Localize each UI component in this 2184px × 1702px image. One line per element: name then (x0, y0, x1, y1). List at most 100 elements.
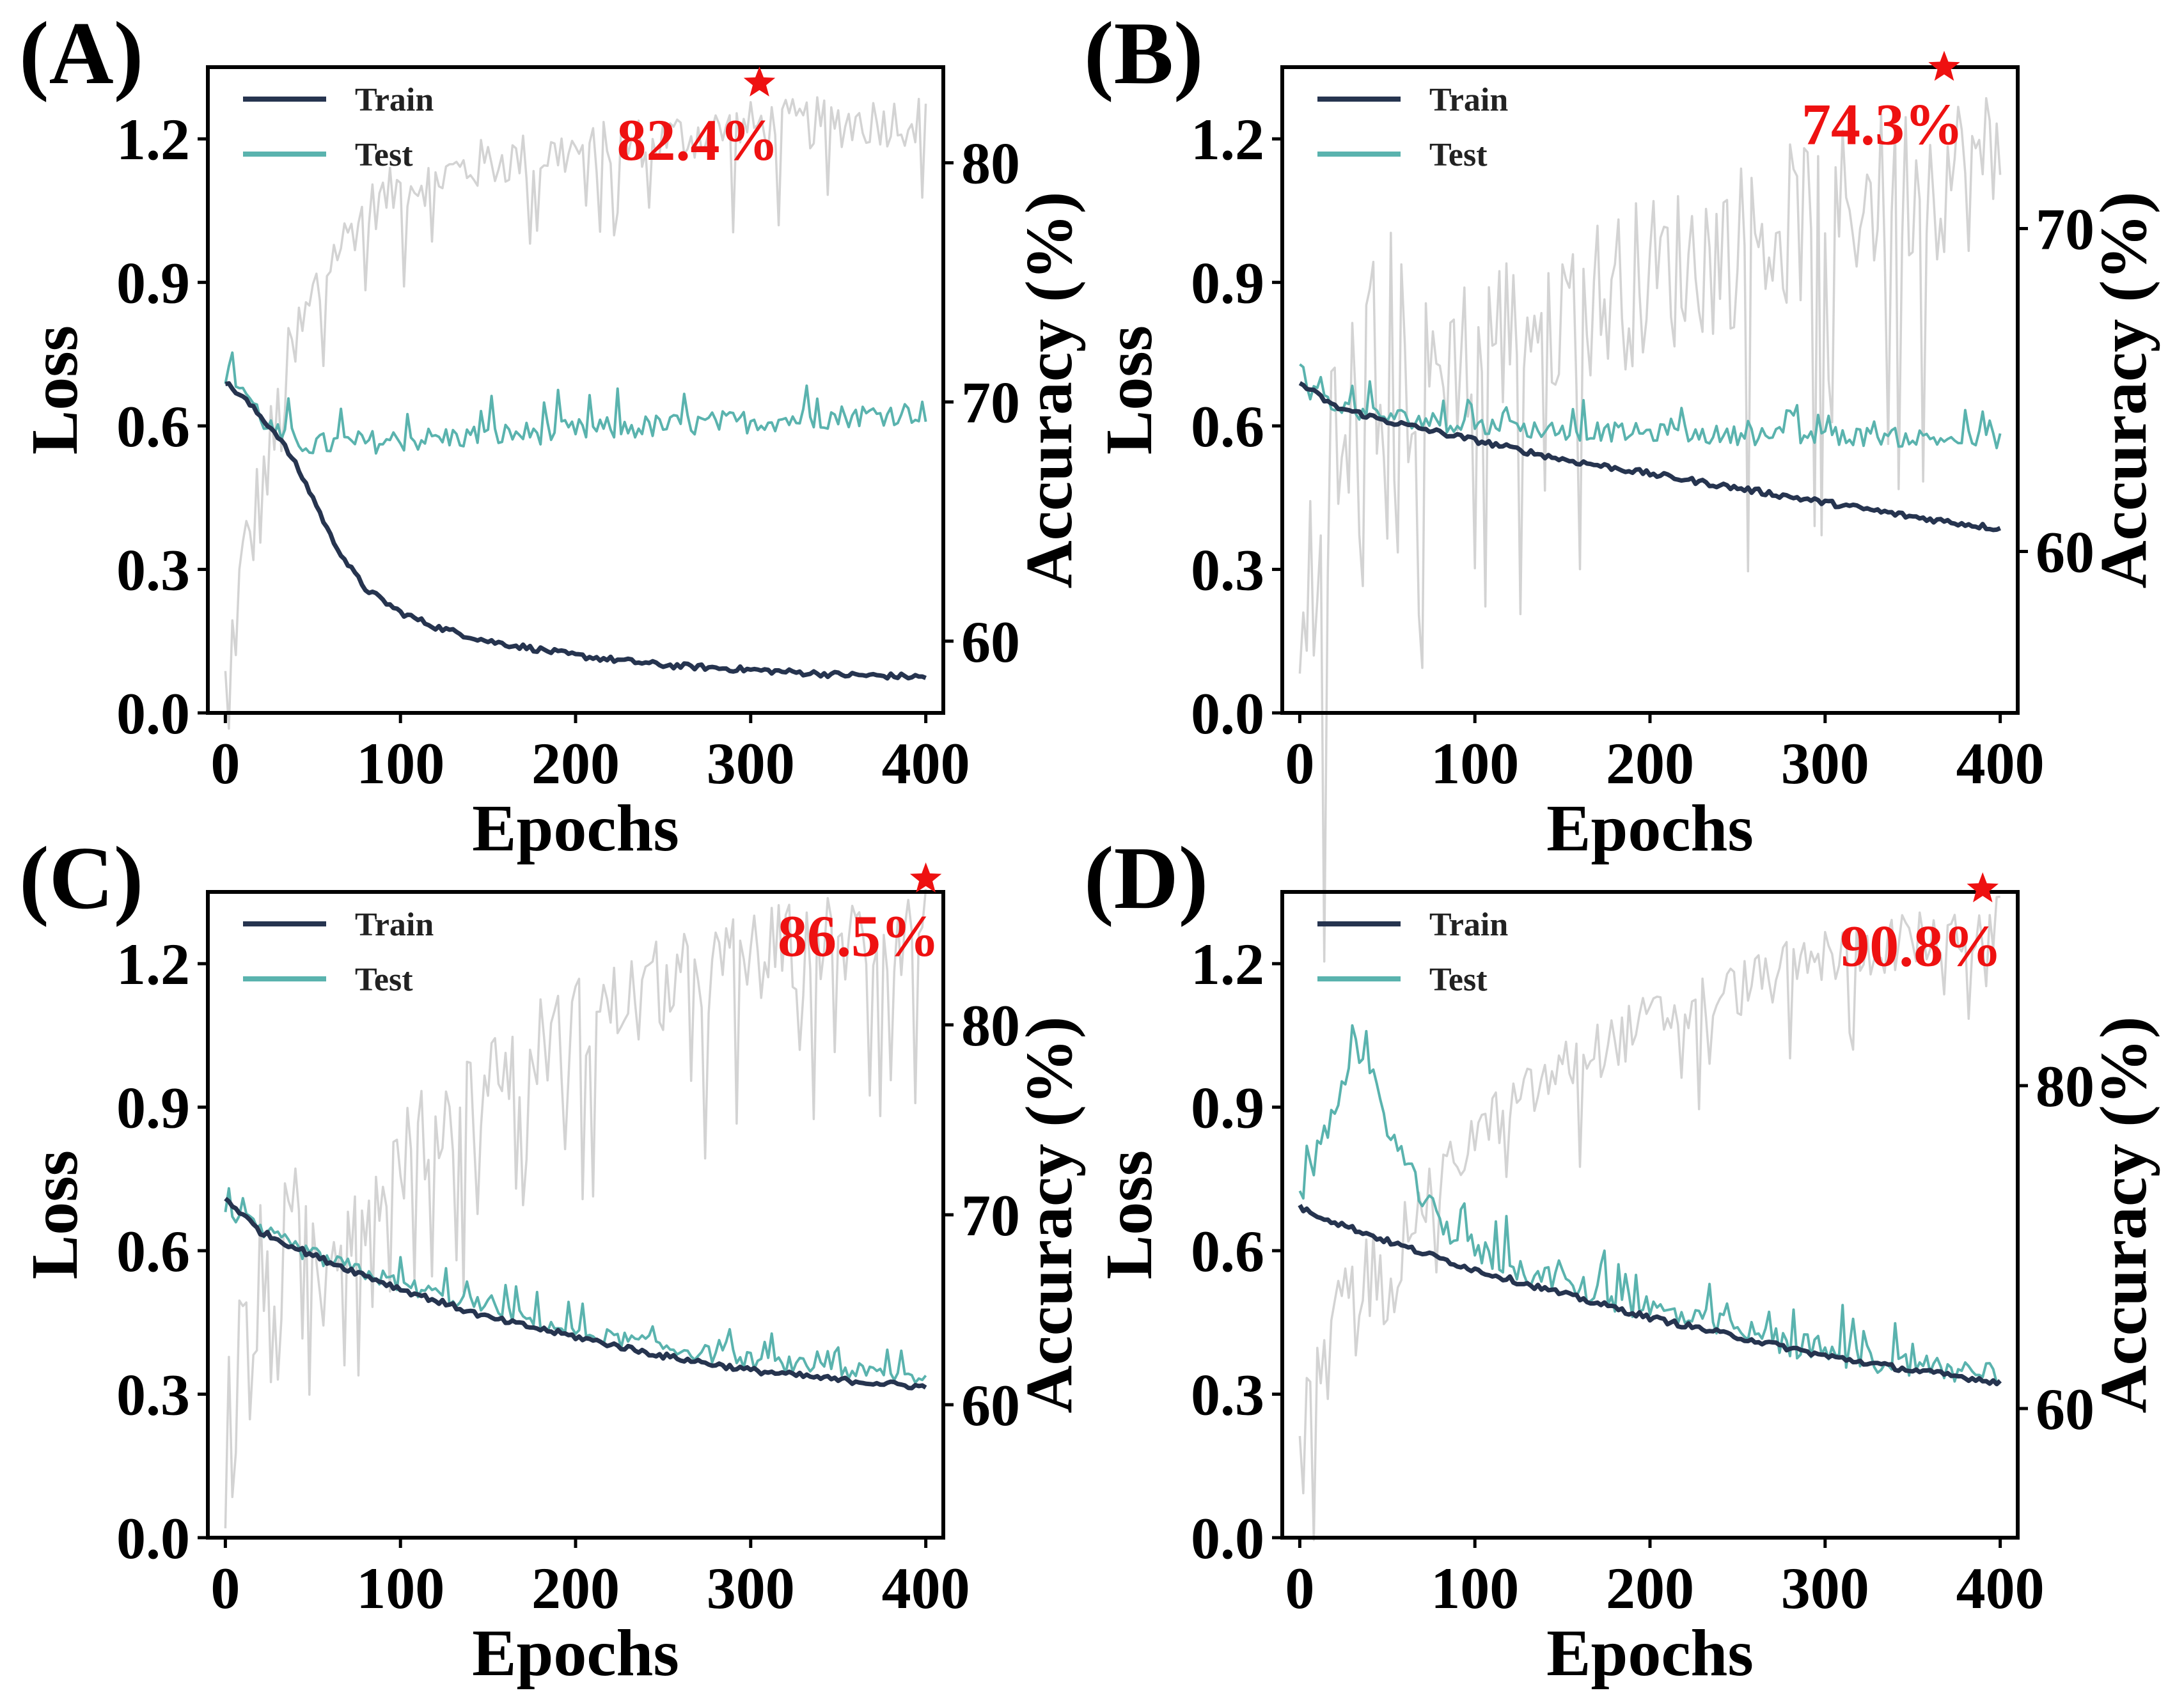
y2-tick-label: 80 (961, 993, 1020, 1058)
series-line-train (224, 1196, 927, 1391)
x-tick-label: 100 (356, 1556, 444, 1621)
panel-label: (B) (1084, 4, 1204, 103)
y-tick-label: 0.9 (1191, 1075, 1264, 1141)
legend-label-test: Test (355, 962, 413, 998)
panel-label: (C) (19, 829, 143, 928)
y2-tick-label: 70 (961, 1183, 1020, 1248)
plot-frame (206, 65, 945, 715)
y-axis-title: Loss (1092, 1150, 1166, 1279)
x-tick-label: 400 (882, 731, 970, 796)
panel-label: (A) (19, 4, 143, 103)
y-tick-label: 0.3 (116, 538, 190, 603)
legend-label-train: Train (1429, 82, 1508, 118)
x-tick-label: 100 (356, 731, 444, 796)
y-tick-label: 1.2 (1191, 932, 1264, 997)
legend-label-test: Test (1429, 137, 1488, 173)
x-tick-label: 100 (1431, 1556, 1519, 1621)
y2-axis-title: Accuracy (%) (1012, 192, 1086, 589)
y-axis-title: Loss (18, 325, 91, 455)
y-tick-label: 0.3 (116, 1362, 190, 1428)
series-line-test (1298, 1024, 2000, 1385)
x-tick-label: 200 (1606, 1556, 1694, 1621)
x-tick-label: 400 (1956, 731, 2045, 796)
y-tick-label: 0.9 (1191, 251, 1264, 316)
chart-panel-c: (C) 0 100 200 300 400 0.0 0.3 0.6 0.9 1.2 60 70 80 Epo… (18, 829, 1086, 1690)
x-axis-title: Epochs (1546, 1616, 1754, 1690)
legend-label-train: Train (355, 82, 434, 118)
plot-frame (1280, 890, 2020, 1540)
x-tick-label: 300 (1781, 731, 1869, 796)
y-tick-label: 0.0 (1191, 681, 1264, 746)
y-tick-label: 0.0 (1191, 1506, 1264, 1571)
y-tick-label: 1.2 (116, 107, 190, 172)
panel-label: (D) (1084, 829, 1208, 928)
best-accuracy-label: 74.3% (1802, 91, 1963, 157)
best-star-icon (909, 862, 942, 893)
x-tick-label: 400 (882, 1556, 970, 1621)
x-tick-label: 200 (531, 731, 620, 796)
series-line-test (1299, 363, 2002, 449)
x-axis-title: Epochs (472, 1616, 679, 1690)
legend-label-train: Train (1429, 907, 1508, 943)
x-axis-title: Epochs (1546, 792, 1754, 865)
x-tick-label: 200 (1606, 731, 1694, 796)
best-star-icon (1967, 872, 1999, 903)
x-tick-label: 300 (707, 731, 795, 796)
y2-axis-title: Accuracy (%) (1012, 1017, 1086, 1414)
y-tick-label: 0.9 (116, 251, 190, 316)
y-tick-label: 0.6 (116, 394, 190, 459)
series-line-test-accuracy (1298, 97, 2002, 963)
x-tick-label: 0 (210, 1556, 240, 1621)
series-line-test-accuracy (224, 889, 927, 1529)
best-star-icon (743, 66, 776, 97)
x-tick-label: 400 (1956, 1556, 2045, 1621)
series-line-test (224, 351, 927, 455)
series-line-train (1298, 381, 2001, 533)
best-accuracy-label: 86.5% (778, 903, 939, 969)
y2-tick-label: 70 (961, 370, 1020, 435)
y-tick-label: 0.0 (116, 1506, 190, 1571)
y-axis-title: Loss (18, 1150, 91, 1279)
legend-label-test: Test (1429, 962, 1488, 998)
x-tick-label: 0 (210, 731, 240, 796)
y-tick-label: 0.6 (1191, 1219, 1264, 1284)
y2-tick-label: 70 (2036, 197, 2094, 262)
series-line-test-accuracy (1298, 895, 2000, 1542)
x-tick-label: 200 (531, 1556, 620, 1621)
chart-panel-d: (D) 0 100 200 300 400 0.0 0.3 0.6 0.9 1.2 60 80 Epoch… (1084, 829, 2160, 1690)
x-tick-label: 0 (1285, 1556, 1314, 1621)
series-line-train (1298, 1204, 2002, 1387)
y2-tick-label: 80 (961, 131, 1020, 196)
y-tick-label: 0.3 (1191, 538, 1264, 603)
x-tick-label: 300 (1781, 1556, 1869, 1621)
series-line-train (224, 381, 927, 681)
y2-axis-title: Accuracy (%) (2087, 1017, 2160, 1414)
y2-tick-label: 60 (961, 609, 1020, 675)
y2-tick-label: 60 (961, 1373, 1020, 1438)
y2-tick-label: 80 (2036, 1054, 2094, 1119)
chart-panel-a: (A) 0 100 200 300 400 0.0 0.3 0.6 0.9 1.2 60 70 80 Epo… (18, 4, 1086, 865)
y-tick-label: 1.2 (1191, 107, 1264, 172)
y-tick-label: 0.0 (116, 681, 190, 746)
x-axis-title: Epochs (472, 792, 679, 865)
x-tick-label: 300 (707, 1556, 795, 1621)
y-tick-label: 0.6 (116, 1219, 190, 1284)
y-tick-label: 0.9 (116, 1075, 190, 1141)
chart-panel-b: (B) 0 100 200 300 400 0.0 0.3 0.6 0.9 1.2 60 70 Epoch… (1084, 4, 2160, 963)
series-line-test-accuracy (224, 96, 927, 730)
best-star-icon (1928, 51, 1960, 81)
x-tick-label: 100 (1431, 731, 1519, 796)
y-tick-label: 0.6 (1191, 394, 1264, 459)
y-tick-label: 0.3 (1191, 1362, 1264, 1428)
best-accuracy-label: 82.4% (617, 107, 779, 173)
x-tick-label: 0 (1285, 731, 1314, 796)
legend-label-test: Test (355, 137, 413, 173)
y2-axis-title: Accuracy (%) (2087, 192, 2160, 589)
y2-tick-label: 60 (2036, 1377, 2094, 1442)
y-axis-title: Loss (1092, 325, 1166, 455)
y-tick-label: 1.2 (116, 932, 190, 997)
y2-tick-label: 60 (2036, 520, 2094, 585)
best-accuracy-label: 90.8% (1840, 913, 2002, 978)
series-line-test (224, 1187, 927, 1384)
